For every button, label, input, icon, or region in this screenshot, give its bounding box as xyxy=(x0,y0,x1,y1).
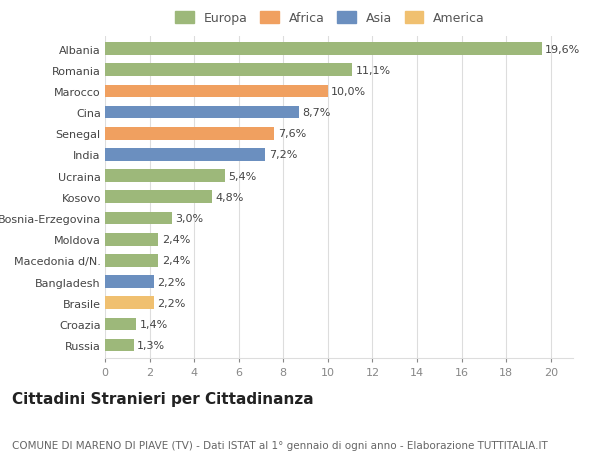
Text: 7,6%: 7,6% xyxy=(278,129,306,139)
Bar xyxy=(105,233,158,246)
Text: COMUNE DI MARENO DI PIAVE (TV) - Dati ISTAT al 1° gennaio di ogni anno - Elabora: COMUNE DI MARENO DI PIAVE (TV) - Dati IS… xyxy=(12,440,548,450)
Text: 2,2%: 2,2% xyxy=(157,298,186,308)
Text: 7,2%: 7,2% xyxy=(269,150,297,160)
Bar xyxy=(105,275,154,288)
Text: 1,4%: 1,4% xyxy=(140,319,168,329)
Bar xyxy=(105,339,134,352)
Text: 8,7%: 8,7% xyxy=(302,108,331,118)
Bar xyxy=(105,43,542,56)
Bar xyxy=(105,106,299,119)
Text: 19,6%: 19,6% xyxy=(545,45,580,55)
Text: 2,4%: 2,4% xyxy=(162,256,190,266)
Bar xyxy=(105,85,328,98)
Bar xyxy=(105,128,274,140)
Text: 10,0%: 10,0% xyxy=(331,87,367,97)
Bar xyxy=(105,64,352,77)
Text: 1,3%: 1,3% xyxy=(137,340,166,350)
Text: 11,1%: 11,1% xyxy=(356,66,391,76)
Text: 2,2%: 2,2% xyxy=(157,277,186,287)
Bar xyxy=(105,297,154,309)
Text: 4,8%: 4,8% xyxy=(215,192,244,202)
Bar xyxy=(105,170,226,183)
Bar xyxy=(105,318,136,330)
Text: 2,4%: 2,4% xyxy=(162,235,190,245)
Bar xyxy=(105,149,265,162)
Text: Cittadini Stranieri per Cittadinanza: Cittadini Stranieri per Cittadinanza xyxy=(12,391,314,406)
Text: 3,0%: 3,0% xyxy=(175,213,203,224)
Legend: Europa, Africa, Asia, America: Europa, Africa, Asia, America xyxy=(171,9,489,29)
Bar xyxy=(105,254,158,267)
Bar xyxy=(105,191,212,204)
Bar xyxy=(105,212,172,225)
Text: 5,4%: 5,4% xyxy=(229,171,257,181)
